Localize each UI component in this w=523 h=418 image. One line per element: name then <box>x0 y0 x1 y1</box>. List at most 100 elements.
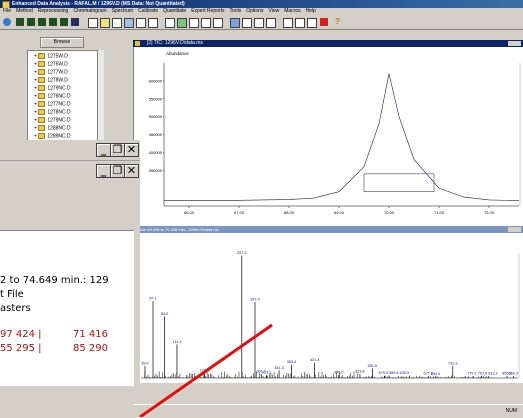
help-icon[interactable]: ? <box>335 17 340 26</box>
spectrum-window-controls[interactable] <box>508 227 521 232</box>
folder-icon <box>38 85 46 91</box>
tree-item[interactable]: + 1276NC.D <box>34 93 71 100</box>
tic-x-tick-label: 66.00 <box>184 210 195 215</box>
tree-scrollbar[interactable] <box>97 50 104 150</box>
tool-icon-5[interactable] <box>60 18 68 26</box>
menu-item-view[interactable]: View <box>268 8 280 14</box>
tree-item[interactable]: + 1278W.D <box>34 77 68 84</box>
tool-icon-18[interactable] <box>230 18 240 28</box>
menu-item-help[interactable]: Help <box>305 8 316 14</box>
tree-item[interactable]: + 1277NC.D <box>34 101 71 108</box>
tool-icon-8[interactable] <box>100 18 110 28</box>
tool-icon-22[interactable] <box>283 18 293 28</box>
tool-icon-12[interactable] <box>148 18 158 28</box>
tic-x-tick-label: 67.00 <box>234 210 245 215</box>
menu-item-options[interactable]: Options <box>246 8 264 14</box>
tool-icon-21[interactable] <box>266 18 276 28</box>
menu-item-macros[interactable]: Macros <box>284 8 301 14</box>
tool-icon-3[interactable] <box>38 18 46 26</box>
menu-item-calibrate[interactable]: Calibrate <box>138 8 159 14</box>
tree-item[interactable]: + 1276W.D <box>34 61 68 68</box>
menu-item-expert-reports[interactable]: Expert Reports <box>191 8 225 14</box>
tree-item[interactable]: + 1277W.D <box>34 69 68 76</box>
tree-item[interactable]: + 1279NC.D <box>34 85 71 92</box>
tic-x-tick-label: 68.00 <box>284 210 295 215</box>
tool-icon-14[interactable] <box>177 18 187 28</box>
spectrum-window-title-bar: Scan 69.349 to 70.428 min.: 1296V.D\data… <box>133 226 523 233</box>
tree-item-label: 1276W.D <box>47 61 68 68</box>
tree-item-label: 1288NC.D <box>47 125 71 132</box>
folder-icon <box>38 69 46 75</box>
tool-icon-20[interactable] <box>254 18 264 28</box>
tic-chart[interactable]: Abundance 600000 550000 500000 450000 400000 3… <box>134 41 523 228</box>
doc-close-button[interactable]: ✕ <box>124 164 139 178</box>
tool-icon-10[interactable] <box>124 18 134 28</box>
report-line-3: asters <box>0 303 31 314</box>
tool-icon-13[interactable] <box>165 18 175 28</box>
spectrum-peak-label: 476.0 <box>334 371 344 375</box>
menu-item-chromatogram[interactable]: Chromatogram <box>73 8 107 14</box>
menu-item-tools[interactable]: Tools <box>229 8 242 14</box>
doc-restore-button[interactable]: ❐ <box>110 164 125 178</box>
spectrum-peak-label: 111.1 <box>173 340 182 344</box>
report-header-line: 2 to 74.649 min.: 129 <box>0 275 109 286</box>
minimize-button[interactable]: _ <box>96 143 111 157</box>
menu-item-quantitate[interactable]: Quantitate <box>163 8 187 14</box>
tool-icon-4[interactable] <box>49 18 57 26</box>
tree-item-label: 1278NC.D <box>47 109 71 116</box>
report-document-titlebar: _ ❐ ✕ <box>0 160 140 181</box>
tool-icon-1[interactable] <box>16 18 24 26</box>
menu-bar: File Method Reprocessing Chromatogram Spectr… <box>0 8 523 15</box>
stop-icon[interactable] <box>320 18 328 26</box>
spectrum-chart[interactable]: 39.057.183.0111.1173.1257.3287.0301.1313… <box>133 233 523 383</box>
method-icon[interactable] <box>3 18 11 26</box>
tree-item[interactable]: + 1275W.D <box>34 53 68 60</box>
tree-item[interactable]: + 1278NC.D <box>34 109 71 116</box>
folder-icon <box>38 109 46 115</box>
tool-icon-6[interactable] <box>71 18 79 26</box>
tool-icon-2[interactable] <box>27 18 35 26</box>
tic-y-tick-label: 350000 <box>149 168 163 173</box>
tree-item[interactable]: + 1288NC.D <box>34 125 71 132</box>
file-tree[interactable]: + 1275W.D + 1276W.D + 1277W.D + 1278W.D + 12… <box>27 50 99 152</box>
restore-button[interactable]: ❐ <box>110 143 125 157</box>
tool-icon-17[interactable] <box>213 18 223 28</box>
spectrum-peak-label: 694.0 <box>431 372 441 376</box>
tool-icon-23[interactable] <box>295 18 305 28</box>
spectrum-peak-label: 579.5 589.5 635.5 <box>378 371 409 375</box>
report-text-area[interactable]: 2 to 74.649 min.: 129 t File asters 97 4… <box>0 230 134 386</box>
tree-item[interactable]: + 1279NC.D <box>34 117 71 124</box>
tic-window-controls[interactable] <box>508 41 521 46</box>
spectrum-peak-label: 779.1 797.6 813.2 <box>467 372 498 376</box>
doc-minimize-button[interactable]: _ <box>96 164 111 178</box>
tic-window-title-bar: [2] TIC: 1296V.D\data.ms <box>133 40 523 47</box>
tool-icon-11[interactable] <box>136 18 146 28</box>
toolbar: ? <box>0 15 523 30</box>
tool-icon-15[interactable] <box>189 18 199 28</box>
tool-icon-7[interactable] <box>88 18 98 28</box>
menu-item-method[interactable]: Method <box>16 8 33 14</box>
menu-item-file[interactable]: File <box>3 8 12 14</box>
close-button[interactable]: ✕ <box>124 143 139 157</box>
tool-icon-19[interactable] <box>242 18 252 28</box>
tic-chart-window: Abundance 600000 550000 500000 450000 400000 3… <box>133 40 523 229</box>
tic-selection-box <box>363 173 435 192</box>
tic-window-title: [2] TIC: 1296V.D\data.ms <box>147 40 203 46</box>
folder-icon <box>38 61 46 67</box>
tree-item[interactable]: + 1289NC.D <box>34 133 71 140</box>
tree-item-label: 1277NC.D <box>47 101 71 108</box>
tool-icon-9[interactable] <box>112 18 122 28</box>
browse-button[interactable]: Browse <box>40 37 84 48</box>
tree-item-label: 1275W.D <box>47 53 68 60</box>
tool-icon-24[interactable] <box>307 18 317 28</box>
spectrum-peak-label: 39.0 <box>141 361 148 365</box>
menu-item-reprocessing[interactable]: Reprocessing <box>37 8 69 14</box>
menu-item-spectrum[interactable]: Spectrum <box>111 8 134 14</box>
tree-item-label: 1289NC.D <box>47 133 71 140</box>
num-indicator: NUM <box>505 408 517 414</box>
spectrum-peak-label: 313.2 <box>262 371 272 375</box>
spectrum-peak-label: 173.1 <box>200 369 210 373</box>
tree-item-label: 1277W.D <box>47 69 68 76</box>
tic-series-line <box>164 73 520 201</box>
tool-icon-16[interactable] <box>201 18 211 28</box>
